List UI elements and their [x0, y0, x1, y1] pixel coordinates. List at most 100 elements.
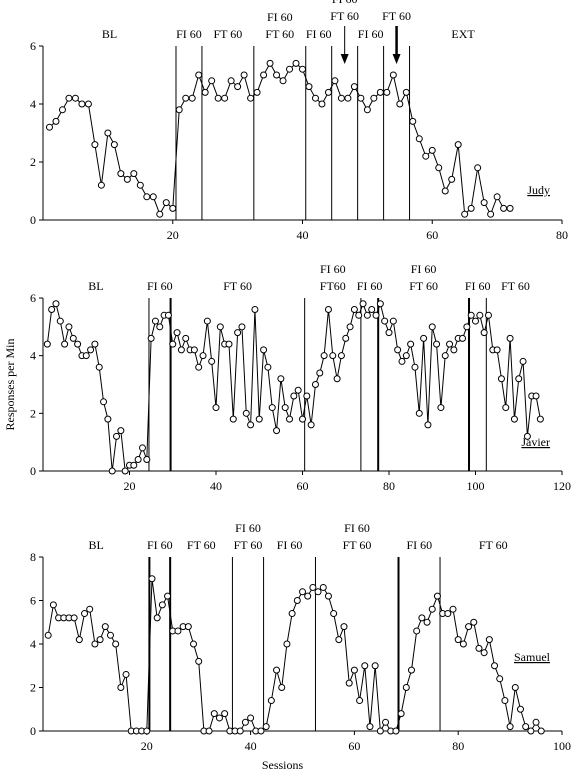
data-point: [342, 334, 350, 342]
data-point: [61, 340, 69, 348]
phase-label: FI 60: [277, 538, 303, 552]
data-point: [383, 88, 391, 96]
phase-arrowhead: [392, 54, 401, 64]
data-point: [177, 346, 185, 354]
data-point: [162, 199, 170, 207]
data-point: [480, 649, 488, 657]
data-point: [319, 583, 327, 591]
data-point: [476, 311, 484, 319]
data-point: [69, 334, 77, 342]
data-point: [318, 100, 326, 108]
data-point: [324, 592, 332, 600]
x-tick-label: 60: [297, 479, 309, 493]
data-point: [156, 323, 164, 331]
data-point: [470, 618, 478, 626]
data-point: [441, 187, 449, 195]
data-point: [402, 684, 410, 691]
data-point: [45, 123, 53, 131]
data-point: [242, 409, 250, 417]
x-tick-label: 40: [297, 228, 309, 242]
data-point: [422, 152, 430, 160]
data-point: [397, 710, 405, 718]
data-line: [49, 62, 511, 216]
data-point: [519, 357, 527, 365]
data-point: [340, 623, 348, 631]
x-tick-label: 40: [245, 739, 257, 753]
data-point: [266, 59, 274, 67]
data-point: [212, 404, 220, 412]
data-point: [143, 727, 151, 735]
data-point: [277, 375, 285, 383]
data-point: [435, 164, 443, 172]
phase-label: FT 60: [265, 27, 294, 41]
x-tick-label: 120: [553, 479, 571, 493]
y-tick-label: 4: [30, 97, 36, 111]
data-point: [409, 117, 417, 125]
data-point: [169, 340, 177, 348]
data-point: [227, 77, 235, 85]
data-point: [522, 723, 530, 731]
data-point: [428, 605, 436, 613]
data-point: [411, 363, 419, 371]
phase-label: BL: [88, 279, 103, 293]
phase-label: FI 60: [235, 521, 261, 535]
phase-label: FI 60: [332, 0, 358, 6]
data-point: [81, 610, 89, 618]
data-point: [182, 334, 190, 342]
data-point: [273, 666, 281, 674]
data-point: [112, 640, 120, 648]
data-point: [208, 357, 216, 365]
data-point: [506, 334, 514, 342]
data-point: [350, 306, 358, 314]
x-tick-label: 20: [124, 479, 136, 493]
phase-arrowhead: [340, 54, 349, 64]
data-point: [95, 363, 103, 371]
data-point: [264, 363, 272, 371]
data-point: [337, 94, 345, 102]
data-point: [311, 94, 319, 102]
series-name: Judy: [527, 183, 550, 197]
data-point: [122, 670, 130, 678]
data-point: [463, 323, 471, 331]
x-tick-label: 80: [452, 739, 464, 753]
data-point: [299, 415, 306, 423]
data-point: [257, 727, 265, 735]
data-point: [480, 199, 488, 207]
data-point: [500, 204, 508, 212]
data-point: [527, 727, 535, 735]
data-point: [294, 386, 302, 394]
data-point: [366, 723, 374, 731]
data-point: [86, 605, 94, 613]
data-point: [234, 83, 242, 91]
data-point: [516, 705, 524, 713]
data-point: [467, 311, 475, 319]
data-point: [292, 59, 300, 67]
data-point: [199, 352, 207, 360]
data-point: [203, 317, 211, 325]
data-point: [158, 601, 166, 609]
data-point: [70, 614, 78, 622]
data-point: [100, 398, 108, 406]
data-point: [532, 392, 540, 400]
data-point: [304, 592, 312, 600]
data-point: [475, 644, 483, 652]
data-point: [44, 631, 52, 639]
series-name: Samuel: [514, 650, 551, 664]
data-point: [65, 323, 73, 331]
data-point: [279, 77, 287, 85]
data-point: [283, 640, 291, 648]
x-tick-label: 100: [553, 739, 571, 753]
data-point: [240, 71, 248, 79]
data-point: [156, 210, 164, 218]
data-point: [52, 117, 60, 125]
data-point: [71, 94, 79, 102]
data-point: [184, 623, 192, 631]
phase-label: FI 60: [358, 27, 384, 41]
data-point: [113, 432, 121, 440]
data-point: [123, 175, 131, 183]
data-point: [335, 636, 343, 644]
data-point: [104, 415, 112, 423]
data-point: [396, 100, 404, 108]
data-point: [506, 723, 514, 731]
data-point: [398, 357, 406, 365]
